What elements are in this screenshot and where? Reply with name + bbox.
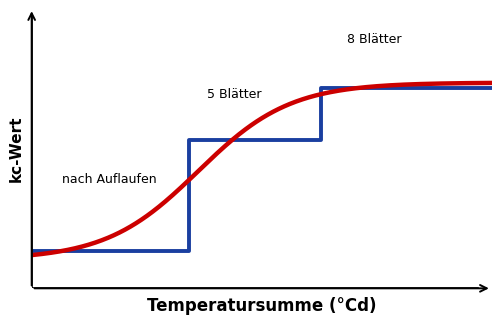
Text: 8 Blätter: 8 Blätter xyxy=(347,33,402,46)
Y-axis label: kc-Wert: kc-Wert xyxy=(8,115,24,182)
X-axis label: Temperatursumme (°Cd): Temperatursumme (°Cd) xyxy=(147,297,376,315)
Text: nach Auflaufen: nach Auflaufen xyxy=(62,173,157,186)
Text: 5 Blätter: 5 Blätter xyxy=(207,88,262,100)
